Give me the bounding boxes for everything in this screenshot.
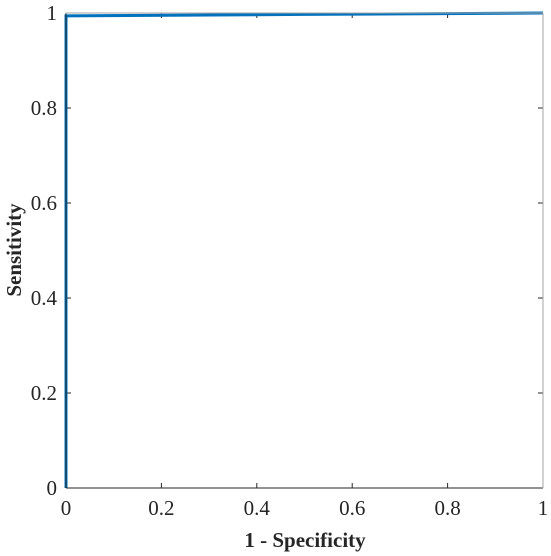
y-tick-label: 0.8 [31, 96, 57, 120]
y-tick-label: 0.6 [31, 191, 57, 215]
x-tick-label: 0.6 [339, 496, 365, 520]
x-axis-title: 1 - Specificity [244, 528, 366, 552]
y-tick-label: 0.2 [31, 381, 57, 405]
x-tick-label: 0.4 [244, 496, 271, 520]
x-tick-label: 0 [61, 496, 72, 520]
plot-area [66, 13, 543, 488]
y-tick-label: 1 [47, 1, 58, 25]
x-tick-label: 1 [538, 496, 549, 520]
x-tick-label: 0.8 [434, 496, 460, 520]
y-tick-label: 0 [47, 476, 58, 500]
x-tick-label: 0.2 [148, 496, 174, 520]
x-tick-labels: 0 0.2 0.4 0.6 0.8 1 [61, 496, 549, 520]
y-axis-title: Sensitivity [2, 203, 26, 297]
y-tick-labels: 0 0.2 0.4 0.6 0.8 1 [31, 1, 58, 500]
y-tick-label: 0.4 [31, 286, 58, 310]
